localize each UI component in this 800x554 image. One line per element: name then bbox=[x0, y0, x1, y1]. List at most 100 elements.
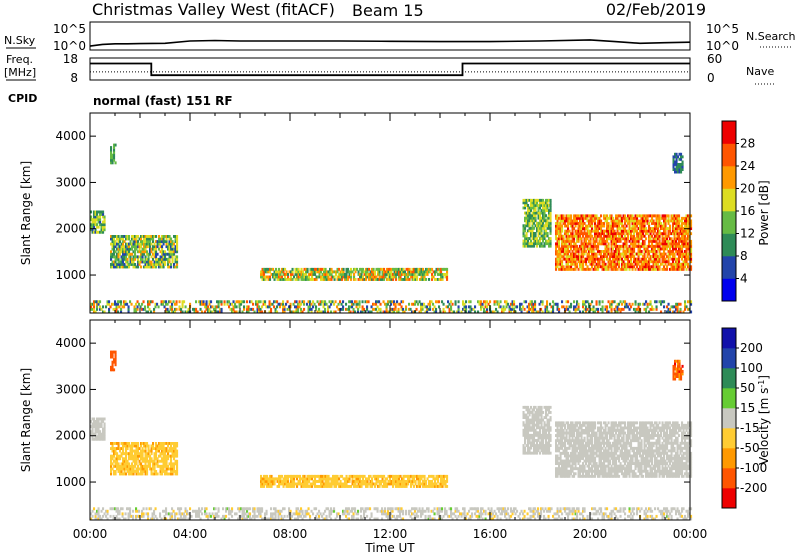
heatmap-cell bbox=[570, 262, 573, 266]
heatmap-cell bbox=[576, 222, 579, 225]
heatmap-cell bbox=[573, 307, 576, 311]
heatmap-cell bbox=[663, 247, 666, 251]
heatmap-cell bbox=[181, 305, 184, 309]
heatmap-cell bbox=[628, 252, 631, 256]
heatmap-cell bbox=[612, 260, 615, 264]
heatmap-cell bbox=[534, 307, 537, 311]
heatmap-cell bbox=[525, 204, 528, 207]
heatmap-cell bbox=[660, 224, 663, 228]
heatmap-cell bbox=[342, 305, 345, 309]
heatmap-cell bbox=[164, 250, 167, 254]
heatmap-cell bbox=[687, 234, 690, 238]
heatmap-cell bbox=[631, 216, 634, 220]
heatmap-cell bbox=[357, 278, 360, 281]
heatmap-cell bbox=[170, 459, 173, 463]
heatmap-cell bbox=[592, 260, 595, 264]
heatmap-cell bbox=[621, 224, 624, 228]
heatmap-cell bbox=[174, 449, 177, 453]
heatmap-cell bbox=[91, 302, 94, 306]
heatmap-cell bbox=[269, 267, 272, 271]
heatmap-cell bbox=[161, 470, 164, 473]
heatmap-cell bbox=[679, 310, 682, 314]
heatmap-cell bbox=[568, 237, 571, 241]
heatmap-cell bbox=[175, 300, 178, 304]
heatmap-cell bbox=[297, 302, 300, 306]
heatmap-cell bbox=[280, 302, 283, 306]
heatmap-cell bbox=[619, 237, 622, 241]
heatmap-cell bbox=[639, 265, 642, 269]
heatmap-cell bbox=[261, 275, 264, 279]
heatmap-cell bbox=[99, 417, 102, 421]
heatmap-cell bbox=[634, 310, 637, 314]
heatmap-cell bbox=[606, 224, 609, 228]
heatmap-cell bbox=[168, 237, 171, 241]
heatmap-cell bbox=[119, 447, 122, 450]
heatmap-cell bbox=[576, 229, 579, 233]
heatmap-cell bbox=[336, 482, 339, 486]
heatmap-cell bbox=[589, 250, 592, 253]
heatmap-cell bbox=[594, 252, 597, 256]
heatmap-cell bbox=[583, 244, 586, 248]
heatmap-cell bbox=[522, 433, 525, 437]
heatmap-cell bbox=[332, 474, 335, 478]
heatmap-cell bbox=[108, 302, 111, 306]
heatmap-cell bbox=[687, 224, 690, 228]
heatmap-cell bbox=[93, 420, 96, 423]
heatmap-cell bbox=[123, 252, 126, 256]
heatmap-cell bbox=[643, 250, 646, 253]
heatmap-cell bbox=[586, 255, 589, 258]
heatmap-cell bbox=[401, 278, 404, 281]
heatmap-cell bbox=[684, 302, 687, 306]
heatmap-cell bbox=[540, 211, 543, 215]
heatmap-cell bbox=[176, 464, 179, 468]
heatmap-cell bbox=[284, 477, 287, 481]
heatmap-cell bbox=[347, 278, 350, 281]
heatmap-cell bbox=[90, 432, 93, 436]
heatmap-cell bbox=[603, 265, 606, 269]
heatmap-cell bbox=[323, 477, 326, 481]
heatmap-cell bbox=[174, 247, 177, 251]
heatmap-cell bbox=[597, 257, 600, 261]
heatmap-cell bbox=[283, 307, 286, 311]
heatmap-cell bbox=[116, 464, 119, 468]
heatmap-cell bbox=[381, 477, 384, 481]
heatmap-cell bbox=[533, 214, 536, 218]
heatmap-cell bbox=[113, 153, 116, 157]
heatmap-cell bbox=[362, 267, 365, 271]
heatmap-cell bbox=[390, 278, 393, 281]
heatmap-cell bbox=[393, 273, 396, 276]
heatmap-cell bbox=[657, 262, 660, 266]
heatmap-cell bbox=[648, 214, 651, 218]
heatmap-cell bbox=[357, 482, 360, 486]
heatmap-cell bbox=[539, 201, 542, 205]
heatmap-cell bbox=[570, 232, 573, 236]
heatmap-cell bbox=[524, 198, 527, 202]
heatmap-cell bbox=[115, 302, 118, 306]
heatmap-cell bbox=[97, 225, 100, 229]
heatmap-cell bbox=[219, 310, 222, 314]
heatmap-cell bbox=[153, 464, 156, 468]
heatmap-cell bbox=[574, 247, 577, 251]
heatmap-cell bbox=[141, 454, 144, 458]
heatmap-cell bbox=[110, 255, 113, 259]
heatmap-cell bbox=[158, 459, 161, 463]
heatmap-cell bbox=[591, 255, 594, 258]
heatmap-cell bbox=[155, 452, 158, 456]
heatmap-cell bbox=[586, 229, 589, 233]
heatmap-cell bbox=[398, 480, 401, 483]
heatmap-cell bbox=[311, 485, 314, 488]
heatmap-cell bbox=[381, 267, 384, 271]
heatmap-cell bbox=[548, 239, 551, 243]
heatmap-cell bbox=[90, 307, 93, 311]
heatmap-cell bbox=[685, 247, 688, 251]
heatmap-cell bbox=[341, 267, 344, 271]
heatmap-cell bbox=[103, 223, 106, 227]
heatmap-cell bbox=[582, 302, 585, 306]
heatmap-cell bbox=[360, 474, 363, 478]
heatmap-cell bbox=[116, 454, 119, 458]
heatmap-cell bbox=[673, 247, 676, 251]
heatmap-cell bbox=[607, 257, 610, 261]
heatmap-cell bbox=[122, 464, 125, 468]
heatmap-cell bbox=[615, 219, 618, 223]
heatmap-cell bbox=[529, 302, 532, 306]
